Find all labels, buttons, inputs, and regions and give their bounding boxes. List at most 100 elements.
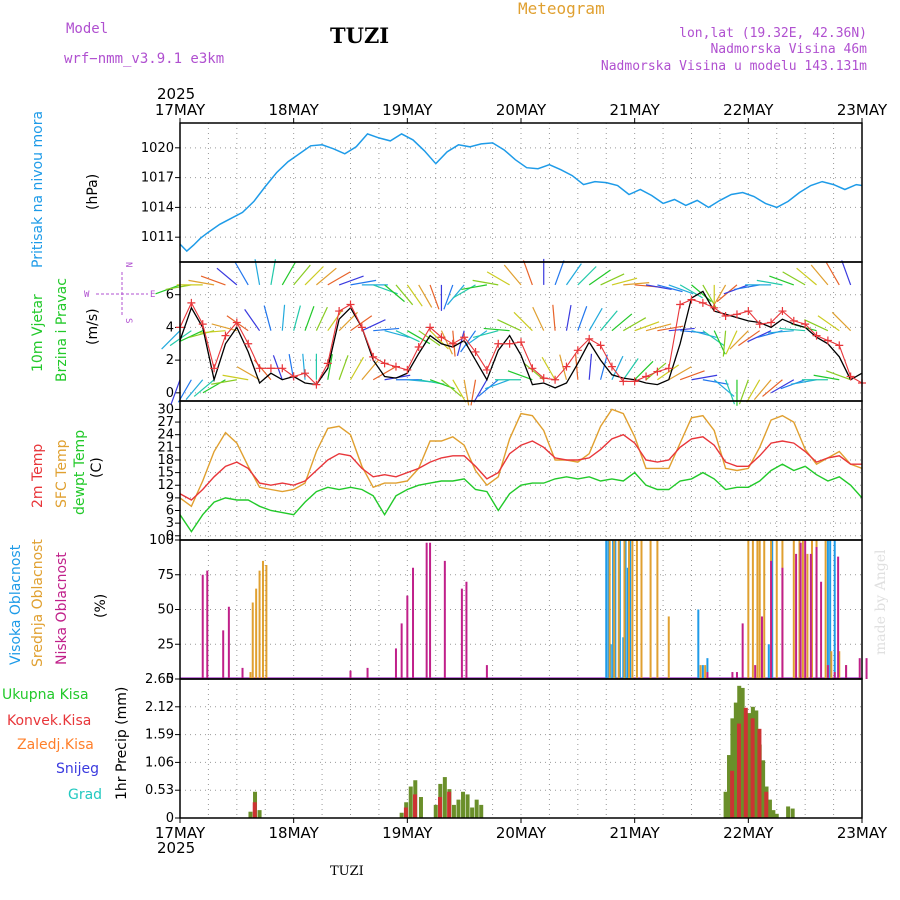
precip-bar-convective [757, 728, 762, 818]
y-tick-label: 100 [149, 533, 174, 548]
wind-arrow [725, 330, 738, 355]
y-tick-label: 0 [166, 386, 174, 401]
wind-arrow [645, 284, 672, 290]
wind-arrow [722, 330, 727, 357]
precip-bar-total [433, 804, 438, 818]
wind-gust-marker [335, 307, 344, 316]
footer-station: TUZI [330, 864, 364, 879]
wind-arrow [440, 330, 453, 355]
x-label-bottom: 22MAY [723, 824, 774, 842]
wind-arrow [657, 364, 680, 381]
wind-gust-marker [835, 341, 844, 350]
wind-arrow [327, 354, 333, 380]
dewpoint-line [179, 463, 863, 533]
wind-arrow [293, 264, 311, 286]
wind-arrow [657, 325, 684, 332]
precip-bar-total [761, 760, 766, 818]
precip-bar-total [740, 687, 745, 818]
wind-arrow [373, 327, 400, 332]
wind-arrow [702, 330, 725, 347]
wind-arrow [634, 360, 654, 381]
wind-title: 10m Vjetar [30, 294, 46, 372]
wind-arrow [452, 379, 467, 403]
wind-gust-marker [698, 298, 707, 307]
wind-gust-marker [460, 333, 469, 342]
wind-arrow [338, 275, 364, 286]
precip-bar-total [754, 710, 759, 818]
x-label-bottom: 20MAY [496, 824, 547, 842]
wind-arrow [541, 356, 556, 381]
wind-arrow [577, 266, 597, 286]
elevation-label: Nadmorska Visina 46m [710, 42, 867, 57]
precip-conv-label: Konvek.Kisa [7, 713, 91, 729]
wind-arrow [599, 354, 608, 380]
y-tick-label: 24 [157, 428, 174, 443]
y-tick-label: 25 [157, 637, 174, 652]
wind-arrow [796, 267, 817, 286]
wind-arrow [769, 275, 795, 286]
precip-bar-total [456, 799, 461, 818]
wind-gust-marker [767, 318, 776, 327]
wind-gust-marker [517, 338, 525, 347]
precip-bar-convective [736, 723, 741, 818]
wind-arrow [272, 355, 283, 380]
wind-gust-marker [301, 369, 310, 378]
precip-bar-total [723, 791, 728, 818]
high-cloud-title: Visoka Oblacnost [8, 544, 24, 665]
wind-arrow [600, 273, 625, 286]
wind-arrow [691, 374, 718, 381]
wind-gust-marker [573, 346, 582, 355]
wind-arrow [472, 330, 499, 338]
wind-arrow [211, 323, 237, 332]
wind-arrow [293, 305, 301, 331]
y-tick-label: 1020 [141, 141, 174, 156]
wind-arrow [691, 284, 712, 303]
wind-gust-marker [539, 374, 548, 383]
y-tick-label: 15 [157, 466, 174, 481]
wind-arrow [327, 271, 351, 286]
wind-gust-marker [562, 362, 571, 371]
dew-title: dewpt Temp [72, 430, 88, 515]
wind-arrow [193, 379, 215, 397]
wind-arrow [679, 370, 705, 381]
wind-arrow [762, 379, 783, 397]
wind-arrow [165, 284, 192, 290]
wind-gust-marker [482, 365, 491, 374]
precip-bar-total [733, 702, 738, 818]
y-tick-label: 30 [157, 402, 174, 417]
wind-gust-marker [437, 333, 446, 342]
wind-arrow [574, 353, 579, 380]
wind-arrow [236, 366, 260, 381]
wind-gust-marker [642, 372, 651, 381]
wind-arrow [361, 319, 386, 332]
wind-arrow [406, 284, 423, 307]
wind-arrow [668, 366, 692, 381]
wind-gust-marker [710, 303, 719, 312]
x-label-top: 21MAY [610, 101, 661, 119]
pressure-ylabel: (hPa) [85, 174, 101, 210]
wind-gust-marker [232, 318, 241, 327]
wind-arrow [170, 379, 181, 405]
wind-arrow [188, 279, 215, 286]
compass-e: E [150, 290, 155, 300]
wind-arrow [729, 330, 749, 350]
wind-arrow [304, 266, 324, 286]
precip-bar-convective [730, 770, 735, 818]
wind-arrow [513, 311, 533, 332]
wind-arrow [234, 262, 249, 286]
wind-arrow [350, 279, 377, 286]
y-tick-label: 6 [166, 504, 174, 519]
wind-gust-marker [551, 375, 560, 384]
wind-arrow [532, 306, 545, 331]
wind-gust-marker [653, 367, 662, 376]
wind-arrow [645, 323, 672, 332]
x-label-bottom: 21MAY [610, 824, 661, 842]
wind-arrow [779, 327, 806, 332]
pressure-title: Pritisak na nivou mora [30, 111, 46, 268]
compass-w: W [84, 290, 90, 300]
wind-gust-marker [289, 372, 298, 381]
y-tick-label: 4 [166, 320, 174, 335]
wind-arrow [622, 317, 647, 332]
y-tick-label: 1011 [141, 230, 174, 245]
coords-label: lon,lat (19.32E, 42.36N) [679, 26, 867, 41]
